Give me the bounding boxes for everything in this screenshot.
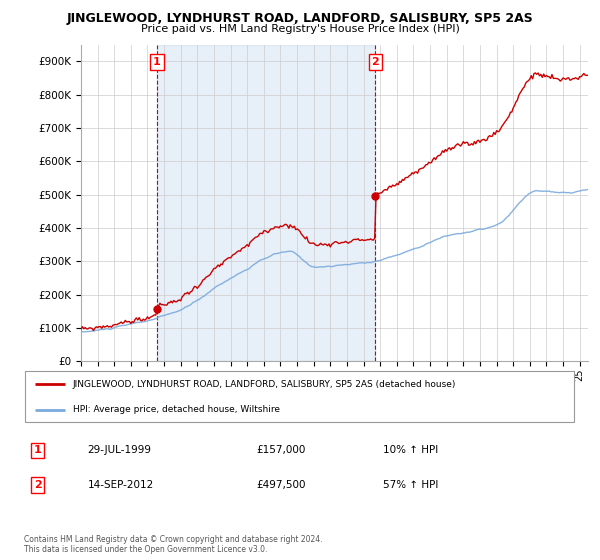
Text: 1: 1 [153,57,161,67]
Bar [157,45,376,361]
Text: 2: 2 [371,57,379,67]
Text: JINGLEWOOD, LYNDHURST ROAD, LANDFORD, SALISBURY, SP5 2AS (detached house): JINGLEWOOD, LYNDHURST ROAD, LANDFORD, SA… [73,380,456,389]
FancyBboxPatch shape [25,371,574,422]
Text: 57% ↑ HPI: 57% ↑ HPI [383,480,438,490]
Text: £497,500: £497,500 [256,480,305,490]
Text: 1: 1 [34,445,41,455]
Text: Price paid vs. HM Land Registry's House Price Index (HPI): Price paid vs. HM Land Registry's House … [140,24,460,34]
Text: 2: 2 [34,480,41,490]
Text: £157,000: £157,000 [256,445,305,455]
Text: 29-JUL-1999: 29-JUL-1999 [88,445,151,455]
Text: Contains HM Land Registry data © Crown copyright and database right 2024.
This d: Contains HM Land Registry data © Crown c… [24,535,323,554]
Text: JINGLEWOOD, LYNDHURST ROAD, LANDFORD, SALISBURY, SP5 2AS: JINGLEWOOD, LYNDHURST ROAD, LANDFORD, SA… [67,12,533,25]
Text: 14-SEP-2012: 14-SEP-2012 [88,480,154,490]
Text: HPI: Average price, detached house, Wiltshire: HPI: Average price, detached house, Wilt… [73,405,280,414]
Text: 10% ↑ HPI: 10% ↑ HPI [383,445,438,455]
